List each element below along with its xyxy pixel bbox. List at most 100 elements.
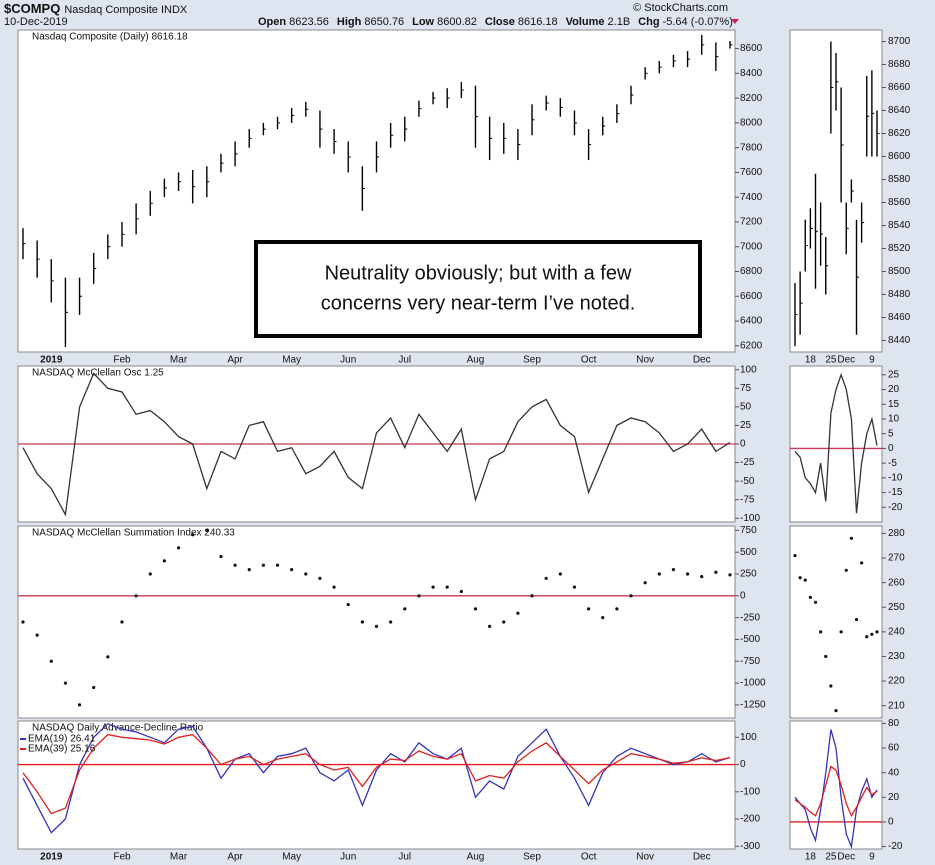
x-tick-label: Dec [837, 852, 855, 863]
y-tick-label: 220 [888, 676, 905, 687]
series-line [794, 372, 878, 514]
y-tick-label: 6400 [740, 316, 763, 327]
series-dot [615, 607, 619, 611]
series-dot [120, 620, 124, 624]
y-tick-label: 7400 [740, 192, 763, 203]
series-line [22, 733, 731, 815]
y-tick-label: 7000 [740, 241, 763, 252]
x-tick-label: Apr [227, 355, 243, 366]
panel [789, 525, 883, 719]
series-dot [389, 620, 393, 624]
series-dot [798, 576, 802, 580]
header-title: $COMPQ Nasdaq Composite INDX [4, 1, 188, 16]
y-tick-label: 500 [740, 547, 757, 558]
x-tick-label: May [282, 355, 301, 366]
series-dot [824, 654, 828, 659]
y-tick-label: 0 [888, 443, 894, 454]
symbol: $COMPQ [4, 1, 60, 16]
y-tick-label: 75 [740, 383, 752, 394]
series-dot [275, 563, 280, 567]
panel [789, 720, 883, 850]
y-tick-label: -20 [888, 841, 903, 852]
y-tick-label: 25 [740, 420, 752, 431]
series-dot [35, 633, 39, 637]
x-tick-label: 18 [805, 355, 817, 366]
y-tick-label: -1250 [740, 700, 766, 711]
x-tick-label: Mar [170, 355, 188, 366]
y-tick-label: -1000 [740, 678, 766, 689]
y-tick-label: 60 [888, 743, 900, 754]
x-tick-label: Feb [113, 355, 131, 366]
x-tick-label: 2019 [40, 852, 63, 863]
y-tick-label: -200 [740, 814, 760, 825]
y-tick-label: -100 [740, 513, 760, 524]
x-tick-label: Jul [398, 852, 411, 863]
quote: Open 8623.56 High 8650.76 Low 8600.82 Close 861… [258, 16, 733, 28]
credit: © StockCharts.com [633, 2, 728, 14]
y-tick-label: 50 [740, 401, 752, 412]
y-tick-label: 0 [740, 759, 746, 770]
quote-value: 8616.18 [518, 16, 558, 28]
series-dot [374, 624, 379, 628]
series-dot [854, 617, 859, 622]
y-tick-label: 750 [740, 525, 757, 536]
series-dot [714, 570, 718, 574]
series-dot [860, 561, 864, 565]
series-dot [63, 681, 68, 685]
series-dot [106, 655, 110, 659]
date: 10-Dec-2019 [4, 16, 68, 28]
series-dot [162, 559, 166, 563]
y-tick-label: 8440 [888, 335, 911, 346]
series-dot [360, 620, 364, 624]
quote-value: 8623.56 [289, 16, 329, 28]
x-tick-label: Nov [636, 852, 654, 863]
annotation-text: Neutrality obviously; but with a few [325, 262, 632, 284]
y-tick-label: 20 [888, 792, 900, 803]
series-dot [844, 568, 848, 572]
series-dot [176, 546, 181, 550]
y-tick-label: 8600 [740, 43, 763, 54]
legend-entry: EMA(19) 26.41 [28, 734, 96, 745]
series-line [794, 729, 878, 849]
y-tick-label: 0 [740, 590, 746, 601]
quote-label: Close [485, 16, 515, 28]
series-dot [601, 616, 605, 620]
y-tick-label: 8000 [740, 118, 763, 129]
series-dot [148, 572, 152, 576]
series-dot [49, 659, 53, 663]
y-tick-label: -750 [740, 656, 760, 667]
y-tick-label: 8460 [888, 312, 911, 323]
x-tick-label: Dec [837, 355, 855, 366]
series-dot [558, 572, 562, 576]
series-dot [530, 594, 534, 598]
series-dot [77, 703, 82, 707]
series-dot [685, 572, 690, 576]
x-tick-label: Mar [170, 852, 188, 863]
y-tick-label: 0 [888, 817, 894, 828]
quote-label: Chg [638, 16, 659, 28]
y-tick-label: -10 [888, 472, 903, 483]
x-tick-label: Dec [693, 355, 711, 366]
x-tick-label: 25 [825, 852, 837, 863]
down-arrow [731, 19, 739, 24]
y-tick-label: 8500 [888, 266, 911, 277]
series-dot [318, 576, 322, 580]
y-tick-label: 0 [740, 439, 746, 450]
y-tick-label: 7800 [740, 142, 763, 153]
quote-value: 8600.82 [437, 16, 477, 28]
y-tick-label: 250 [888, 602, 905, 613]
series-dot [629, 594, 633, 598]
y-tick-label: -25 [740, 457, 755, 468]
y-tick-label: 8560 [888, 197, 911, 208]
series-dot [803, 578, 807, 582]
y-tick-label: -300 [740, 841, 760, 852]
y-tick-label: 270 [888, 553, 905, 564]
series-dot [261, 563, 265, 567]
y-tick-label: -50 [740, 476, 755, 487]
series-dot [445, 585, 449, 589]
x-tick-label: 2019 [40, 355, 63, 366]
x-tick-label: Feb [113, 852, 131, 863]
x-tick-label: Apr [227, 852, 243, 863]
y-tick-label: -250 [740, 612, 760, 623]
series-dot [808, 595, 812, 599]
